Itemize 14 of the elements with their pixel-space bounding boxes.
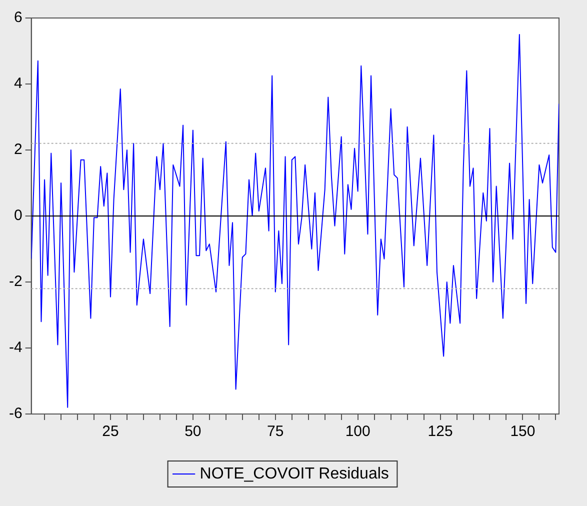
x-tick-label: 25	[102, 423, 119, 440]
y-tick-label: 4	[14, 75, 22, 92]
x-tick-label: 75	[267, 423, 284, 440]
x-tick-label: 150	[510, 423, 536, 440]
y-tick-label: -2	[8, 273, 22, 290]
y-tick-label: 0	[14, 207, 22, 224]
x-tick-label: 125	[428, 423, 453, 440]
y-tick-label: 2	[14, 141, 22, 158]
y-tick-label: -6	[8, 405, 22, 422]
y-tick-label: 6	[14, 9, 22, 26]
x-tick-label: 50	[184, 423, 202, 440]
legend-label: NOTE_COVOIT Residuals	[200, 465, 389, 482]
x-tick-label: 100	[345, 423, 370, 440]
y-tick-label: -4	[8, 339, 22, 356]
